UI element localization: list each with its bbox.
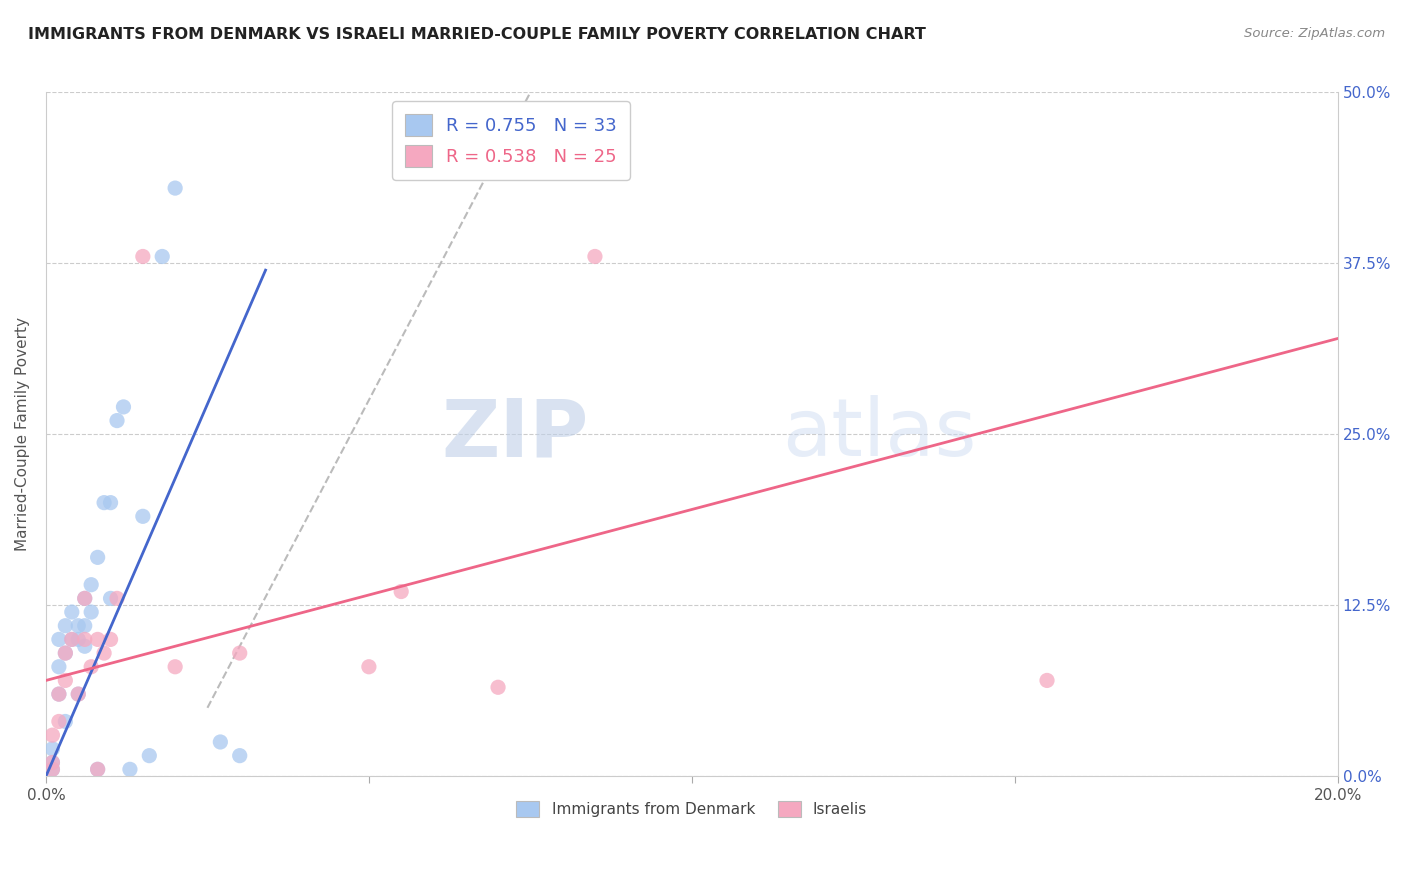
Point: [73, 632, 96, 647]
Text: IMMIGRANTS FROM DENMARK VS ISRAELI MARRIED-COUPLE FAMILY POVERTY CORRELATION CHA: IMMIGRANTS FROM DENMARK VS ISRAELI MARRI…: [28, 27, 927, 42]
Point: [41, 756, 63, 770]
Point: [53, 673, 76, 688]
Text: atlas: atlas: [782, 395, 977, 474]
Point: [48, 687, 70, 701]
Point: [105, 591, 128, 606]
Point: [389, 584, 412, 599]
Point: [132, 509, 155, 524]
Point: [53, 646, 76, 660]
Text: ZIP: ZIP: [441, 395, 589, 474]
Point: [53, 714, 76, 729]
Point: [73, 639, 96, 653]
Point: [73, 618, 96, 632]
Point: [86, 550, 108, 565]
Point: [486, 680, 509, 694]
Point: [67, 632, 90, 647]
Point: [73, 591, 96, 606]
Point: [41, 728, 63, 742]
Point: [41, 762, 63, 776]
Point: [165, 659, 187, 673]
Point: [48, 659, 70, 673]
Point: [48, 632, 70, 647]
Text: Source: ZipAtlas.com: Source: ZipAtlas.com: [1244, 27, 1385, 40]
Point: [53, 618, 76, 632]
Point: [86, 632, 108, 647]
Point: [228, 646, 250, 660]
Point: [228, 748, 250, 763]
Point: [209, 735, 232, 749]
Point: [105, 414, 128, 428]
Point: [41, 756, 63, 770]
Point: [80, 659, 103, 673]
Point: [80, 577, 103, 591]
Point: [86, 762, 108, 776]
Point: [67, 687, 90, 701]
Point: [100, 632, 122, 647]
Point: [165, 181, 187, 195]
Point: [93, 646, 115, 660]
Point: [100, 496, 122, 510]
Point: [73, 591, 96, 606]
Point: [67, 687, 90, 701]
Point: [67, 618, 90, 632]
Point: [86, 762, 108, 776]
Legend: Immigrants from Denmark, Israelis: Immigrants from Denmark, Israelis: [510, 795, 873, 823]
Point: [60, 632, 83, 647]
Point: [1036, 673, 1059, 688]
Point: [150, 250, 173, 264]
Point: [53, 646, 76, 660]
Point: [41, 741, 63, 756]
Point: [41, 762, 63, 776]
Point: [80, 605, 103, 619]
Point: [118, 762, 141, 776]
Point: [48, 714, 70, 729]
Point: [112, 400, 135, 414]
Point: [138, 748, 160, 763]
Point: [357, 659, 380, 673]
Point: [48, 687, 70, 701]
Point: [583, 250, 606, 264]
Point: [132, 250, 155, 264]
Point: [60, 632, 83, 647]
Point: [93, 496, 115, 510]
Point: [100, 591, 122, 606]
Point: [60, 605, 83, 619]
Y-axis label: Married-Couple Family Poverty: Married-Couple Family Poverty: [15, 318, 30, 551]
